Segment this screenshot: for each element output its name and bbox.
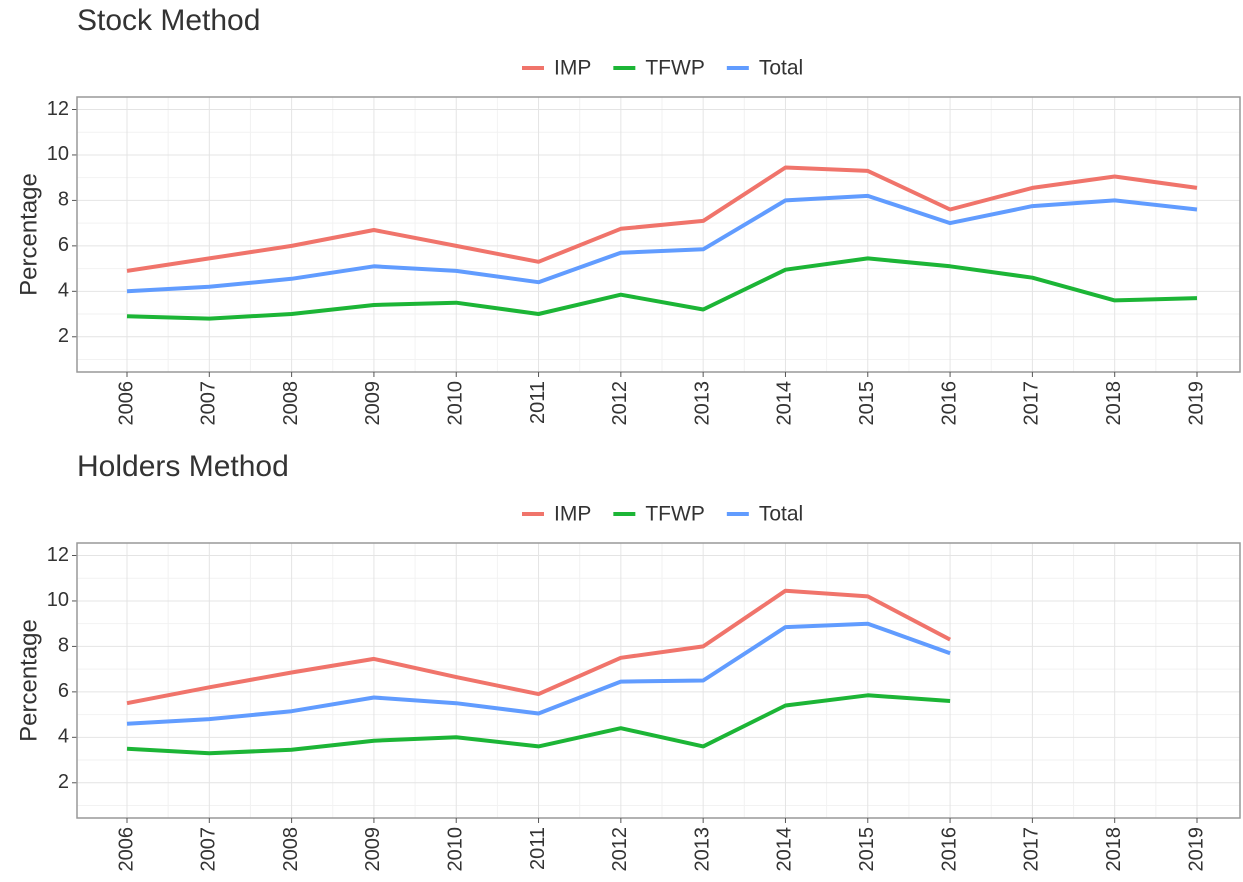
data-line [126,588,952,706]
x-tick-label: 2009 [362,827,384,872]
data-line [126,256,1198,321]
x-tick-label: 2010 [445,827,467,872]
data-line [126,693,951,756]
x-tick-label: 2006 [115,381,137,426]
x-tick-label: 2013 [691,827,713,872]
chart-panel: Stock Method Percentage 2 4 6 8 10 12 2006 2007 20… [15,4,1241,426]
legend-label: IMP [554,57,591,80]
chart-title: Holders Method [77,450,289,483]
chart-panel: Holders Method Percentage 2 4 6 8 10 12 2006 2007… [15,450,1241,872]
x-tick-label: 2009 [362,381,384,426]
x-tick-label: 2017 [1021,381,1043,426]
x-tick-label: 2007 [198,827,220,872]
x-tick-label: 2011 [527,381,549,424]
x-tick-label: 2008 [280,827,302,872]
x-tick-label: 2011 [527,827,549,870]
plot-frame [76,542,1241,819]
x-tick-label: 2019 [1185,827,1207,872]
y-tick-label: 12 [47,544,69,566]
x-tick-label: 2015 [856,381,878,426]
y-tick-label: 10 [47,589,69,611]
y-tick-label: 12 [47,98,69,120]
x-tick-label: 2015 [856,827,878,872]
chart-title: Stock Method [77,4,260,37]
data-line [126,165,1198,273]
legend-label: TFWP [645,503,704,526]
x-tick-label: 2018 [1103,381,1125,426]
x-tick-label: 2006 [115,827,137,872]
x-tick-label: 2019 [1185,381,1207,426]
x-tick-label: 2013 [691,381,713,426]
data-line [126,193,1198,294]
x-tick-label: 2014 [774,827,796,872]
data-line [126,621,951,726]
y-tick-label: 10 [47,143,69,165]
x-tick-label: 2016 [938,827,960,872]
y-tick-label: 6 [58,234,69,256]
legend-label: Total [759,503,803,526]
y-tick-label: 4 [58,280,69,302]
y-axis-label: Percentage [15,173,42,296]
plot-frame [76,96,1241,373]
y-tick-label: 4 [58,726,69,748]
x-tick-label: 2008 [280,381,302,426]
x-tick-label: 2017 [1021,827,1043,872]
y-tick-label: 2 [58,771,69,793]
x-tick-label: 2010 [445,381,467,426]
x-tick-label: 2014 [774,381,796,426]
x-tick-label: 2016 [938,381,960,426]
x-tick-label: 2007 [198,381,220,426]
y-tick-label: 2 [58,325,69,347]
y-tick-label: 6 [58,680,69,702]
x-tick-label: 2012 [609,381,631,426]
y-axis-label: Percentage [15,619,42,742]
y-tick-label: 8 [58,635,69,657]
legend-label: IMP [554,503,591,526]
y-tick-label: 8 [58,189,69,211]
x-tick-label: 2012 [609,827,631,872]
x-tick-label: 2018 [1103,827,1125,872]
legend-label: TFWP [645,57,704,80]
legend-label: Total [759,57,803,80]
